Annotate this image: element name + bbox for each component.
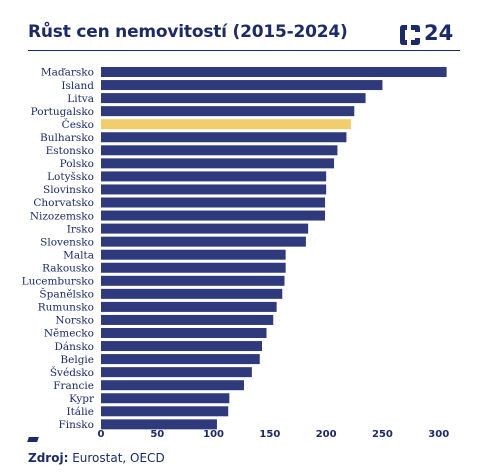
- bar-portugalsko: [101, 106, 355, 117]
- bar-island: [101, 80, 383, 91]
- bar-irsko: [101, 223, 309, 234]
- source-label: Zdroj:: [28, 451, 69, 465]
- bar-spanelsko: [101, 288, 283, 299]
- category-label-spanelsko: Španělsko: [39, 287, 94, 301]
- bar-estonsko: [101, 145, 338, 156]
- category-label-slovinsko: Slovinsko: [43, 184, 94, 196]
- x-tick-label: 50: [150, 429, 164, 440]
- category-label-dansko: Dánsko: [54, 341, 94, 353]
- bar-madarsko: [101, 67, 447, 77]
- category-label-madarsko: Maďarsko: [41, 67, 94, 79]
- source-line: Zdroj: Eurostat, OECD: [28, 451, 165, 465]
- category-label-italie: Itálie: [66, 406, 94, 418]
- x-tick-label: 0: [98, 429, 105, 440]
- category-label-lucembursko: Lucembursko: [22, 276, 94, 288]
- category-label-litva: Litva: [67, 93, 94, 105]
- logo-text: 24: [424, 21, 454, 45]
- category-label-finsko: Finsko: [59, 419, 94, 431]
- x-tick-label: 150: [259, 429, 280, 440]
- category-label-nemecko: Německo: [44, 328, 94, 340]
- bar-polsko: [101, 158, 335, 169]
- category-label-lotyssko: Lotyšsko: [47, 171, 94, 183]
- category-label-nizozemsko: Nizozemsko: [30, 210, 94, 222]
- bar-malta: [101, 249, 286, 260]
- title-divider: [28, 50, 460, 51]
- bar-nemecko: [101, 328, 267, 338]
- category-label-portugalsko: Portugalsko: [31, 106, 94, 118]
- bar-svedsko: [101, 367, 252, 378]
- bar-finsko: [101, 419, 217, 430]
- x-tick-label: 100: [203, 429, 224, 440]
- chart-title: Růst cen nemovitostí (2015-2024): [28, 22, 348, 42]
- category-label-francie: Francie: [53, 380, 94, 392]
- category-label-malta: Malta: [63, 249, 94, 261]
- bar-rakousko: [101, 262, 286, 273]
- x-tick-label: 300: [428, 429, 449, 440]
- bar-bulharsko: [101, 132, 347, 143]
- bar-litva: [101, 93, 366, 104]
- bar-belgie: [101, 354, 260, 365]
- category-label-chorvatsko: Chorvatsko: [33, 197, 94, 209]
- bar-slovinsko: [101, 184, 327, 195]
- source-marker: [27, 437, 39, 442]
- bar-chorvatsko: [101, 197, 326, 208]
- category-label-polsko: Polsko: [60, 158, 94, 170]
- x-tick-label: 200: [316, 429, 337, 440]
- bar-norsko: [101, 314, 274, 325]
- bar-dansko: [101, 341, 262, 352]
- category-label-rakousko: Rakousko: [42, 262, 94, 274]
- bar-cesko: [101, 119, 351, 130]
- category-label-slovensko: Slovensko: [40, 236, 94, 248]
- category-label-bulharsko: Bulharsko: [40, 132, 94, 144]
- category-label-belgie: Belgie: [60, 354, 94, 366]
- category-label-svedsko: Švédsko: [50, 365, 94, 379]
- ct24-logo: 24: [398, 21, 458, 48]
- category-label-estonsko: Estonsko: [46, 145, 94, 157]
- x-tick-label: 250: [372, 429, 393, 440]
- bar-kypr: [101, 393, 230, 404]
- source-text: Eurostat, OECD: [68, 451, 165, 465]
- category-label-norsko: Norsko: [55, 315, 94, 327]
- category-label-rumunsko: Rumunsko: [38, 302, 94, 314]
- bar-lucembursko: [101, 275, 285, 286]
- category-label-island: Island: [61, 80, 94, 92]
- bar-slovensko: [101, 236, 306, 247]
- category-label-irsko: Irsko: [67, 223, 94, 235]
- bar-francie: [101, 380, 244, 391]
- bar-italie: [101, 406, 229, 417]
- bar-nizozemsko: [101, 210, 326, 221]
- category-label-cesko: Česko: [62, 117, 94, 131]
- bar-rumunsko: [101, 301, 277, 312]
- bar-lotyssko: [101, 171, 327, 182]
- ct-logo-icon: [400, 25, 420, 45]
- category-label-kypr: Kypr: [69, 393, 95, 405]
